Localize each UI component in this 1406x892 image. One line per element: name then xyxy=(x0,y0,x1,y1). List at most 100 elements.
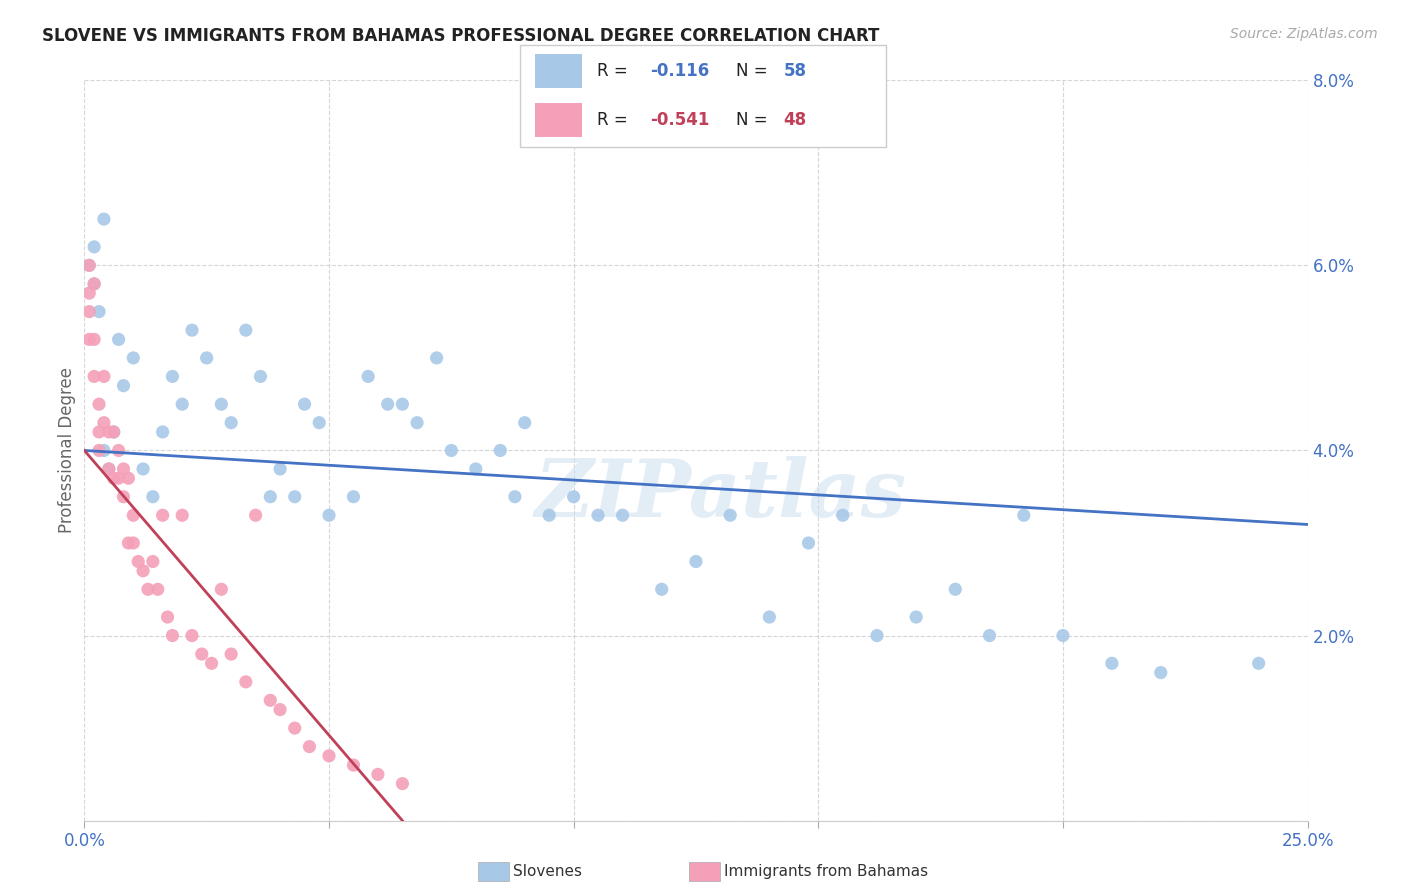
Point xyxy=(612,508,634,523)
Point xyxy=(122,351,145,365)
Point xyxy=(269,703,291,717)
Point xyxy=(235,323,257,337)
Point xyxy=(162,628,184,642)
Point xyxy=(943,582,966,597)
Point xyxy=(284,721,307,735)
Point xyxy=(83,277,105,291)
Point xyxy=(377,397,399,411)
Point xyxy=(93,416,115,430)
Point xyxy=(318,748,340,763)
Point xyxy=(142,490,165,504)
Point xyxy=(127,554,149,569)
Point xyxy=(107,471,129,485)
Point xyxy=(97,425,120,439)
Point xyxy=(269,462,291,476)
Text: Slovenes: Slovenes xyxy=(513,864,582,879)
Point xyxy=(503,490,526,504)
Point xyxy=(107,443,129,458)
Point xyxy=(1101,657,1123,671)
Text: ZIPatlas: ZIPatlas xyxy=(534,456,907,533)
Point xyxy=(77,259,100,273)
Point xyxy=(406,416,429,430)
Text: R =: R = xyxy=(598,111,633,129)
Point xyxy=(259,490,281,504)
Point xyxy=(152,508,174,523)
Point xyxy=(77,286,100,301)
Point xyxy=(107,333,129,347)
Point xyxy=(259,693,281,707)
Point xyxy=(235,674,257,689)
Text: Source: ZipAtlas.com: Source: ZipAtlas.com xyxy=(1230,27,1378,41)
Point xyxy=(83,369,105,384)
Point xyxy=(562,490,585,504)
Point xyxy=(718,508,741,523)
Point xyxy=(1052,628,1074,642)
Point xyxy=(651,582,673,597)
Point xyxy=(172,397,194,411)
Point xyxy=(103,425,125,439)
Bar xyxy=(534,54,582,87)
Point xyxy=(112,378,135,392)
Point xyxy=(122,536,145,550)
Bar xyxy=(534,103,582,137)
Point xyxy=(156,610,179,624)
Point xyxy=(132,462,155,476)
Point xyxy=(219,647,242,661)
Point xyxy=(117,536,139,550)
Point xyxy=(318,508,340,523)
Text: 48: 48 xyxy=(783,111,807,129)
Point xyxy=(77,333,100,347)
Point xyxy=(489,443,512,458)
Point xyxy=(87,443,110,458)
Point xyxy=(245,508,267,523)
Point xyxy=(97,462,120,476)
Text: N =: N = xyxy=(735,111,773,129)
Point xyxy=(440,443,463,458)
Text: N =: N = xyxy=(735,62,773,79)
Point xyxy=(83,277,105,291)
Point xyxy=(294,397,316,411)
Point xyxy=(103,471,125,485)
Point xyxy=(195,351,218,365)
Point xyxy=(122,508,145,523)
Point xyxy=(426,351,449,365)
Point xyxy=(181,323,204,337)
Text: R =: R = xyxy=(598,62,633,79)
Point xyxy=(181,628,204,642)
Point xyxy=(152,425,174,439)
Text: SLOVENE VS IMMIGRANTS FROM BAHAMAS PROFESSIONAL DEGREE CORRELATION CHART: SLOVENE VS IMMIGRANTS FROM BAHAMAS PROFE… xyxy=(42,27,880,45)
Point xyxy=(162,369,184,384)
Point xyxy=(685,554,707,569)
Point xyxy=(367,767,389,781)
Point xyxy=(83,333,105,347)
Point xyxy=(136,582,159,597)
Point xyxy=(1150,665,1173,680)
Point xyxy=(87,425,110,439)
Point xyxy=(93,443,115,458)
Point xyxy=(342,490,364,504)
Point xyxy=(87,304,110,318)
Text: -0.116: -0.116 xyxy=(650,62,709,79)
Point xyxy=(758,610,780,624)
Point xyxy=(866,628,889,642)
Point xyxy=(93,212,115,227)
Point xyxy=(979,628,1001,642)
Point xyxy=(83,240,105,254)
Point xyxy=(1012,508,1035,523)
Point xyxy=(87,397,110,411)
Text: Immigrants from Bahamas: Immigrants from Bahamas xyxy=(724,864,928,879)
Point xyxy=(77,304,100,318)
Text: 58: 58 xyxy=(783,62,807,79)
Point xyxy=(797,536,820,550)
Point xyxy=(191,647,214,661)
Point xyxy=(97,462,120,476)
Point xyxy=(464,462,486,476)
Point xyxy=(586,508,609,523)
Point xyxy=(112,462,135,476)
Point xyxy=(1247,657,1270,671)
Point xyxy=(172,508,194,523)
Text: -0.541: -0.541 xyxy=(650,111,710,129)
FancyBboxPatch shape xyxy=(520,45,886,147)
Point xyxy=(142,554,165,569)
Point xyxy=(538,508,561,523)
